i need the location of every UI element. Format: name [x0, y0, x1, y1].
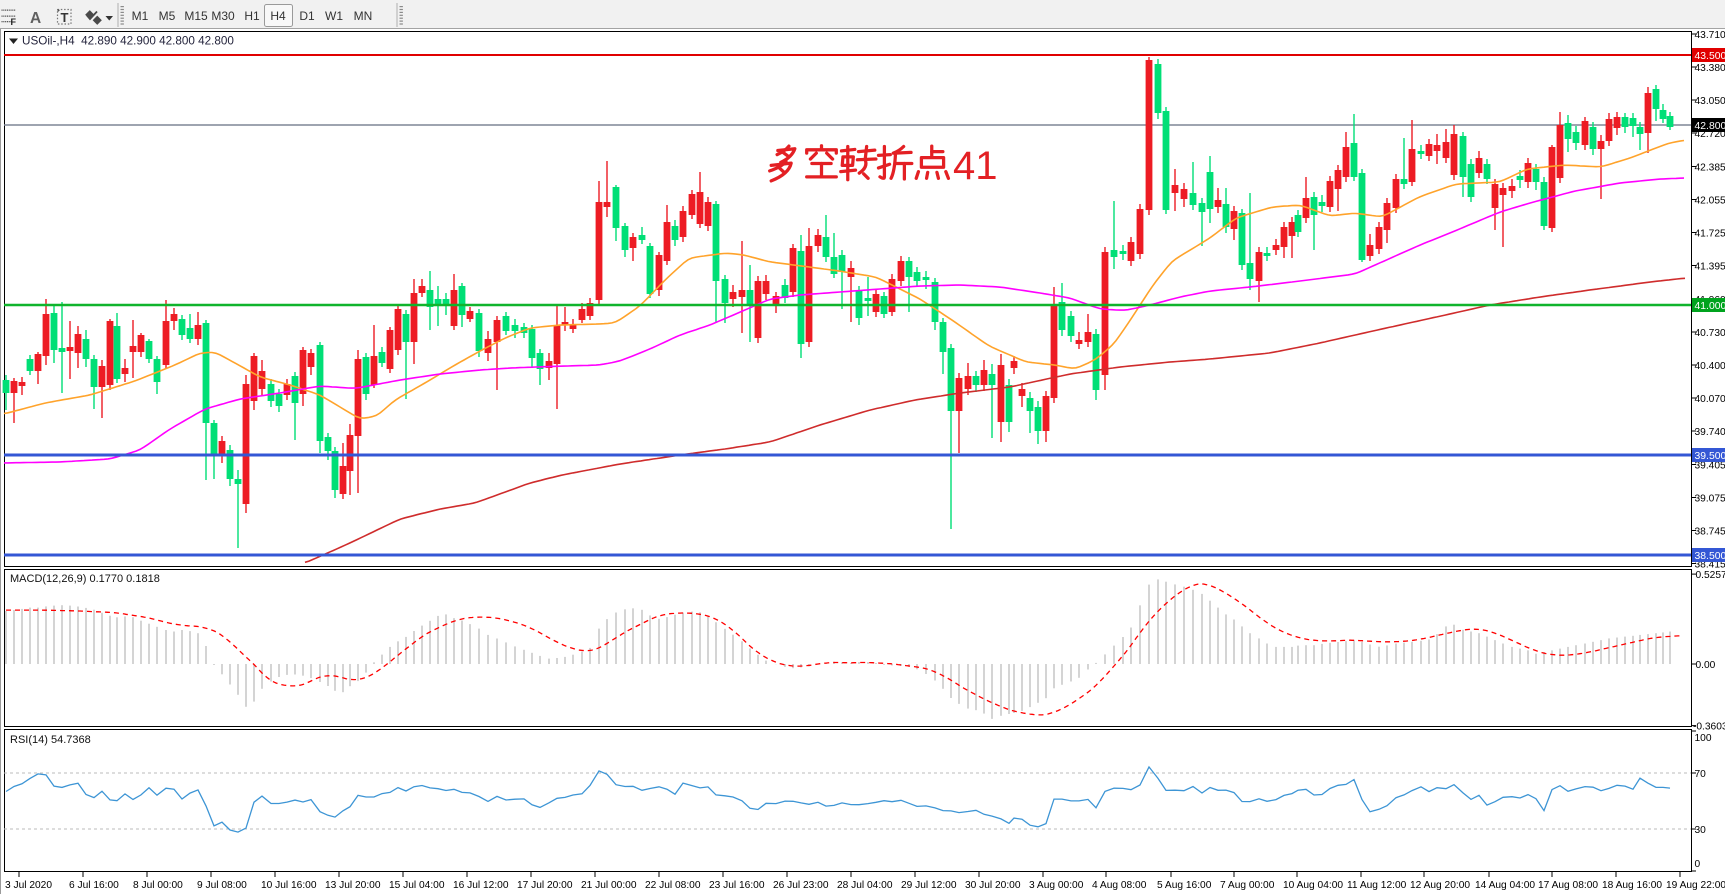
svg-text:RSI(14) 54.7368: RSI(14) 54.7368 — [10, 734, 91, 746]
svg-text:D1: D1 — [299, 9, 315, 23]
svg-text:12 Aug 20:00: 12 Aug 20:00 — [1410, 880, 1470, 891]
svg-text:10 Jul 16:00: 10 Jul 16:00 — [261, 880, 317, 891]
svg-text:39.405: 39.405 — [1695, 460, 1725, 471]
svg-text:30 Jul 20:00: 30 Jul 20:00 — [965, 880, 1021, 891]
svg-text:43.500: 43.500 — [1695, 51, 1725, 62]
svg-text:19 Aug 22:00: 19 Aug 22:00 — [1666, 880, 1725, 891]
svg-text:T: T — [61, 10, 69, 25]
svg-text:5 Aug 16:00: 5 Aug 16:00 — [1157, 880, 1212, 891]
svg-text:13 Jul 20:00: 13 Jul 20:00 — [325, 880, 381, 891]
svg-text:11 Aug 12:00: 11 Aug 12:00 — [1347, 880, 1407, 891]
svg-text:41.725: 41.725 — [1695, 228, 1725, 239]
svg-text:3 Jul 2020: 3 Jul 2020 — [5, 880, 52, 891]
svg-text:23 Jul 16:00: 23 Jul 16:00 — [709, 880, 765, 891]
svg-text:42.385: 42.385 — [1695, 162, 1725, 173]
svg-text:6 Jul 16:00: 6 Jul 16:00 — [69, 880, 119, 891]
svg-text:M30: M30 — [211, 9, 235, 23]
svg-text:17 Jul 20:00: 17 Jul 20:00 — [517, 880, 573, 891]
svg-text:7 Aug 00:00: 7 Aug 00:00 — [1220, 880, 1275, 891]
svg-text:39.075: 39.075 — [1695, 493, 1725, 504]
svg-text:30: 30 — [1695, 825, 1707, 836]
svg-text:-0.3603: -0.3603 — [1693, 721, 1725, 732]
svg-text:4 Aug 08:00: 4 Aug 08:00 — [1092, 880, 1147, 891]
svg-text:21 Jul 00:00: 21 Jul 00:00 — [581, 880, 637, 891]
svg-text:42.055: 42.055 — [1695, 195, 1725, 206]
svg-text:100: 100 — [1695, 733, 1712, 744]
svg-text:43.050: 43.050 — [1695, 96, 1725, 107]
svg-text:22 Jul 08:00: 22 Jul 08:00 — [645, 880, 701, 891]
svg-text:10 Aug 04:00: 10 Aug 04:00 — [1283, 880, 1343, 891]
svg-text:H4: H4 — [270, 9, 286, 23]
svg-text:16 Jul 12:00: 16 Jul 12:00 — [453, 880, 509, 891]
svg-text:MACD(12,26,9) 0.1770 0.1818: MACD(12,26,9) 0.1770 0.1818 — [10, 573, 160, 585]
svg-text:W1: W1 — [325, 9, 343, 23]
svg-text:40.400: 40.400 — [1695, 361, 1725, 372]
svg-text:42.800: 42.800 — [1695, 121, 1725, 132]
svg-text:70: 70 — [1695, 769, 1707, 780]
svg-text:A: A — [30, 10, 41, 27]
svg-text:USOil-,H4 42.890 42.900 42.80: USOil-,H4 42.890 42.900 42.800 42.800 — [22, 35, 234, 48]
svg-text:41: 41 — [953, 144, 998, 188]
svg-text:39.500: 39.500 — [1695, 451, 1725, 462]
svg-text:F: F — [11, 17, 17, 27]
svg-text:15 Jul 04:00: 15 Jul 04:00 — [389, 880, 445, 891]
svg-text:26 Jul 23:00: 26 Jul 23:00 — [773, 880, 829, 891]
svg-text:41.000: 41.000 — [1695, 301, 1725, 312]
svg-text:38.415: 38.415 — [1695, 559, 1725, 570]
svg-text:42.720: 42.720 — [1695, 129, 1725, 140]
svg-text:MN: MN — [354, 9, 373, 23]
svg-text:43.380: 43.380 — [1695, 63, 1725, 74]
svg-text:0.5257: 0.5257 — [1696, 570, 1725, 581]
svg-text:39.740: 39.740 — [1695, 427, 1725, 438]
svg-text:41.395: 41.395 — [1695, 261, 1725, 272]
svg-text:28 Jul 04:00: 28 Jul 04:00 — [837, 880, 893, 891]
svg-text:38.745: 38.745 — [1695, 526, 1725, 537]
svg-text:14 Aug 04:00: 14 Aug 04:00 — [1475, 880, 1535, 891]
svg-text:40.730: 40.730 — [1695, 328, 1725, 339]
svg-text:M15: M15 — [184, 9, 208, 23]
svg-text:38.500: 38.500 — [1695, 551, 1725, 562]
svg-text:M5: M5 — [159, 9, 176, 23]
svg-text:0: 0 — [1695, 859, 1701, 870]
svg-text:29 Jul 12:00: 29 Jul 12:00 — [901, 880, 957, 891]
svg-text:M1: M1 — [132, 9, 149, 23]
svg-text:9 Jul 08:00: 9 Jul 08:00 — [197, 880, 247, 891]
svg-text:40.070: 40.070 — [1695, 394, 1725, 405]
svg-text:3 Aug 00:00: 3 Aug 00:00 — [1029, 880, 1084, 891]
svg-text:18 Aug 16:00: 18 Aug 16:00 — [1602, 880, 1662, 891]
svg-text:17 Aug 08:00: 17 Aug 08:00 — [1538, 880, 1598, 891]
svg-text:0.00: 0.00 — [1696, 660, 1716, 671]
svg-text:8 Jul 00:00: 8 Jul 00:00 — [133, 880, 183, 891]
svg-text:H1: H1 — [244, 9, 260, 23]
svg-text:43.710: 43.710 — [1695, 30, 1725, 41]
